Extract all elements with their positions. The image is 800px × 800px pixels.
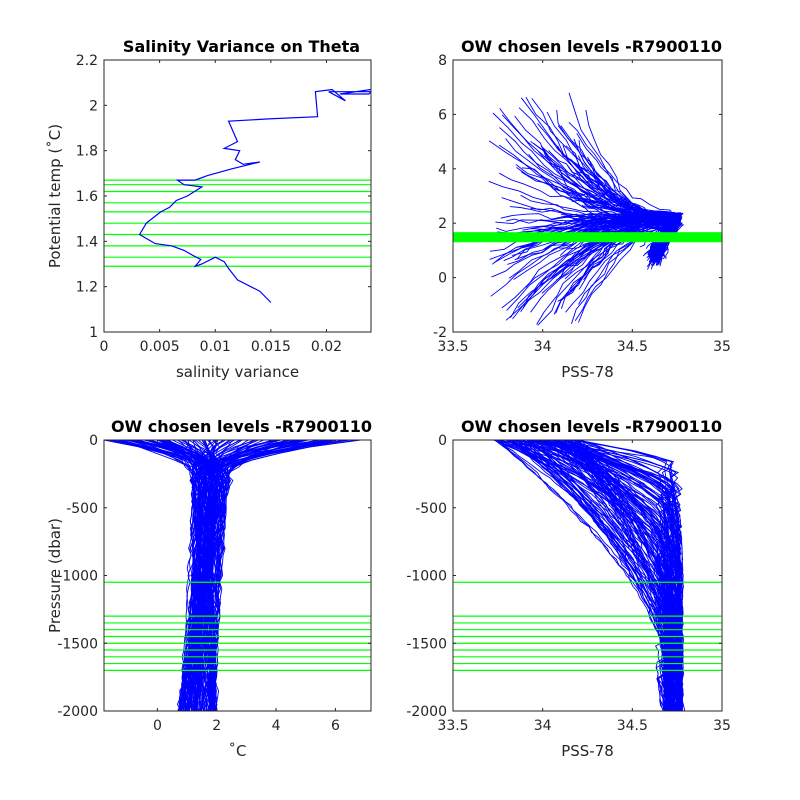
salinity-profile — [500, 440, 666, 711]
salinity-profile — [557, 440, 668, 711]
y-tick-label: 0 — [89, 433, 98, 449]
x-tick-label: 0.01 — [200, 339, 231, 355]
axes-p1: 0 0.005 0.01 0.015 0.02 1 1.2 1.4 1.6 1.8 2 2.2 Sali… — [46, 37, 372, 381]
y-tick-label: 1.4 — [76, 234, 98, 250]
temp-profile — [138, 440, 227, 711]
temp-profile — [109, 440, 203, 711]
x-axis-label: PSS-78 — [561, 363, 614, 381]
panel-title: OW chosen levels -R7900110 — [111, 417, 372, 436]
x-axis-label: PSS-78 — [561, 742, 614, 760]
x-tick-label: 33.5 — [437, 339, 468, 355]
temp-profile — [104, 440, 201, 711]
salinity-profile — [508, 440, 674, 711]
x-tick-label: 0.02 — [311, 339, 342, 355]
salinity-profile — [522, 440, 684, 711]
temp-profile — [184, 440, 217, 711]
temp-profile — [192, 440, 226, 711]
temp-profile — [110, 440, 218, 711]
plot-area-p3 — [104, 440, 371, 711]
salinity-profile — [508, 440, 669, 711]
ts-profile — [581, 219, 672, 262]
x-tick-label: 6 — [331, 718, 340, 734]
x-tick-label: 33.5 — [437, 718, 468, 734]
y-tick-label: 1.6 — [76, 189, 98, 205]
chosen-levels-band — [453, 232, 722, 243]
x-axis-label: ˚C — [229, 742, 247, 760]
ts-profile — [555, 224, 678, 281]
salinity-profile — [493, 440, 686, 711]
temp-profile — [210, 440, 328, 711]
plot-frame — [452, 59, 723, 333]
salinity-profile — [546, 440, 673, 711]
y-tick-label: -2000 — [57, 704, 98, 720]
panel-title: OW chosen levels -R7900110 — [461, 37, 722, 56]
y-tick-label: 4 — [438, 162, 447, 178]
y-tick-label: 2 — [438, 216, 447, 232]
y-axis-label: Potential temp (˚C) — [46, 124, 64, 268]
x-tick-label: 0 — [153, 718, 162, 734]
x-tick-label: 2 — [212, 718, 221, 734]
salinity-profile — [530, 440, 678, 711]
plot-area-p4 — [453, 440, 722, 711]
y-tick-label: 6 — [438, 107, 447, 123]
y-tick-label: 1.8 — [76, 144, 98, 160]
y-tick-label: 2 — [89, 98, 98, 114]
plot-area-p1 — [104, 88, 371, 303]
salinity-profile — [496, 440, 678, 711]
x-tick-label: 34.5 — [617, 718, 648, 734]
axes-p3: 0 2 4 6 -2000 -1500 -1000 -500 0 OW chosen levels… — [46, 417, 372, 760]
ts-profile — [520, 194, 680, 256]
plot-area-p2 — [453, 92, 722, 326]
y-tick-label: -500 — [66, 501, 98, 517]
temp-profile — [143, 440, 219, 711]
x-tick-label: 35 — [713, 718, 731, 734]
axes-p4: 33.5 34 34.5 35 -2000 -1500 -1000 -500 0 OW chose… — [406, 417, 731, 760]
salinity-profile — [522, 440, 672, 711]
x-tick-label: 0.015 — [251, 339, 291, 355]
axes-p2: 33.5 34 34.5 35 -2 0 2 4 6 8 OW chosen levels -R79… — [433, 37, 731, 381]
temp-profile — [177, 440, 207, 711]
salinity-profile — [579, 440, 671, 711]
x-tick-label: 34.5 — [617, 339, 648, 355]
temp-profile — [206, 440, 306, 711]
panel-title: Salinity Variance on Theta — [123, 37, 360, 56]
y-tick-label: -1500 — [406, 636, 447, 652]
x-tick-label: 0.005 — [140, 339, 180, 355]
x-tick-label: 34 — [534, 339, 552, 355]
y-tick-label: 2.2 — [76, 53, 98, 69]
x-axis-label: salinity variance — [176, 363, 299, 381]
y-tick-label: -2000 — [406, 704, 447, 720]
x-tick-label: 4 — [272, 718, 281, 734]
y-tick-label: -500 — [415, 501, 447, 517]
salinity-profile — [576, 440, 679, 711]
y-tick-label: 1.2 — [76, 280, 98, 296]
variance-series — [138, 88, 371, 303]
temp-profile — [162, 440, 217, 711]
x-tick-label: 35 — [713, 339, 731, 355]
y-tick-label: 1 — [89, 325, 98, 341]
y-tick-label: -1000 — [57, 569, 98, 585]
salinity-profile — [496, 440, 683, 711]
y-tick-label: -1000 — [406, 569, 447, 585]
y-axis-label: Pressure (dbar) — [46, 518, 64, 633]
y-tick-label: -2 — [433, 325, 447, 341]
y-tick-label: 0 — [438, 271, 447, 287]
y-tick-label: 8 — [438, 53, 447, 69]
temp-profile — [177, 440, 303, 711]
salinity-profile — [526, 440, 673, 711]
y-tick-label: -1500 — [57, 636, 98, 652]
temp-profile — [181, 440, 223, 711]
temp-profile — [205, 440, 361, 711]
panel-title: OW chosen levels -R7900110 — [461, 417, 722, 436]
temp-profile — [194, 440, 243, 711]
ts-profile — [532, 142, 676, 257]
y-tick-label: 0 — [438, 433, 447, 449]
x-tick-label: 0 — [100, 339, 109, 355]
x-tick-label: 34 — [534, 718, 552, 734]
salinity-profile — [528, 440, 679, 711]
